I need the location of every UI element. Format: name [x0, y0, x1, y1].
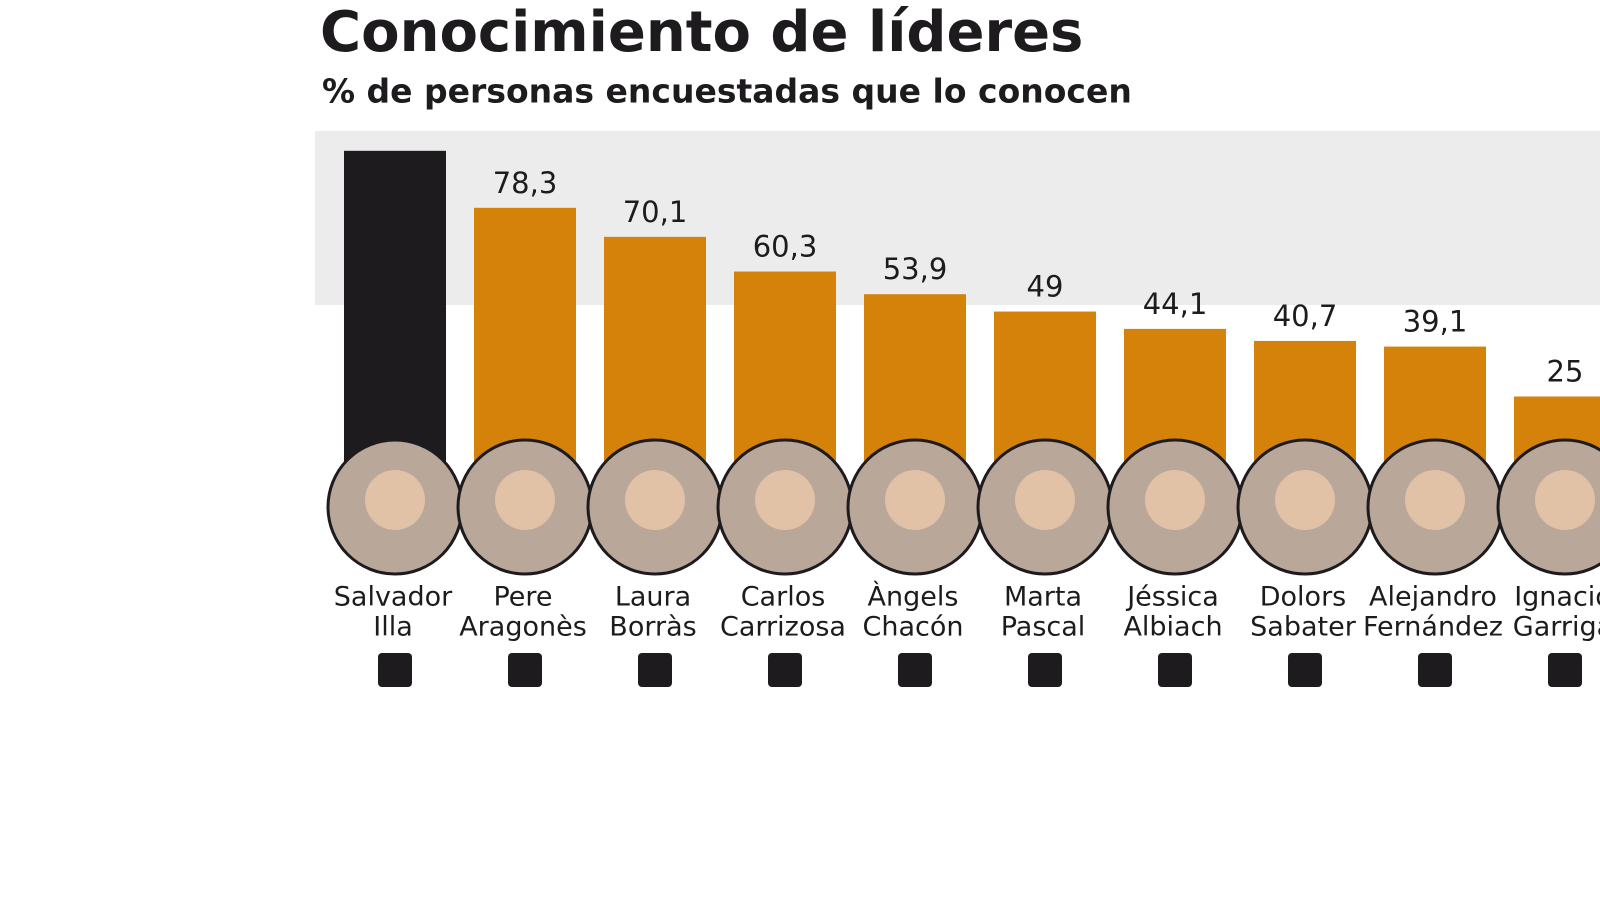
value-label: 49 [1027, 270, 1064, 304]
value-label: 78,3 [493, 166, 558, 200]
photo-face [365, 470, 425, 530]
value-label: 44,1 [1143, 287, 1208, 321]
value-label: 39,1 [1403, 305, 1468, 339]
x-tick-label: Àngels [868, 581, 959, 613]
x-tick-label: Ignacio [1514, 582, 1600, 613]
bar [344, 150, 446, 485]
x-tick-label: Jéssica [1125, 582, 1219, 613]
x-tick-label: Laura [615, 582, 691, 613]
party-logo [768, 653, 802, 687]
party-logo [638, 653, 672, 687]
photo-face [755, 470, 815, 530]
x-tick-label: Fernández [1363, 612, 1503, 643]
value-label: 70,1 [623, 195, 688, 229]
party-logo [1418, 653, 1452, 687]
x-tick-label: Pere [493, 582, 552, 613]
party-logo [1548, 653, 1582, 687]
x-tick-label: Marta [1004, 582, 1082, 613]
x-tick-label: Garriga [1513, 612, 1600, 643]
photo-face [1145, 470, 1205, 530]
x-tick-label: Sabater [1250, 612, 1357, 643]
x-tick-label: Borràs [609, 612, 696, 643]
photo-face [885, 470, 945, 530]
party-logo [1158, 653, 1192, 687]
x-tick-label: Carlos [741, 582, 826, 613]
x-tick-label: Chacón [863, 612, 964, 643]
value-label: 53,9 [883, 252, 948, 286]
chart-subtitle: % de personas encuestadas que lo conocen [322, 72, 1132, 111]
party-logo [508, 653, 542, 687]
photo-face [1535, 470, 1595, 530]
x-tick-label: Illa [373, 612, 413, 643]
x-tick-label: Dolors [1260, 582, 1347, 613]
x-tick-label: Aragonès [459, 612, 587, 643]
value-label: 94,4 [354, 157, 433, 195]
value-label: 40,7 [1273, 299, 1338, 333]
x-tick-label: Carrizosa [720, 612, 846, 643]
x-tick-label: Salvador [334, 582, 453, 613]
party-logo [1288, 653, 1322, 687]
photo-face [1275, 470, 1335, 530]
party-logo [378, 653, 412, 687]
photo-face [625, 470, 685, 530]
chart-title: Conocimiento de líderes [320, 0, 1083, 65]
x-tick-label: Pascal [1001, 612, 1086, 643]
photo-face [1405, 470, 1465, 530]
x-tick-label: Albiach [1123, 612, 1222, 643]
value-label: 60,3 [753, 230, 818, 264]
value-label: 25 [1547, 355, 1584, 389]
x-tick-label: Alejandro [1369, 582, 1497, 613]
photo-face [495, 470, 555, 530]
photo-face [1015, 470, 1075, 530]
party-logo [898, 653, 932, 687]
party-logo [1028, 653, 1062, 687]
